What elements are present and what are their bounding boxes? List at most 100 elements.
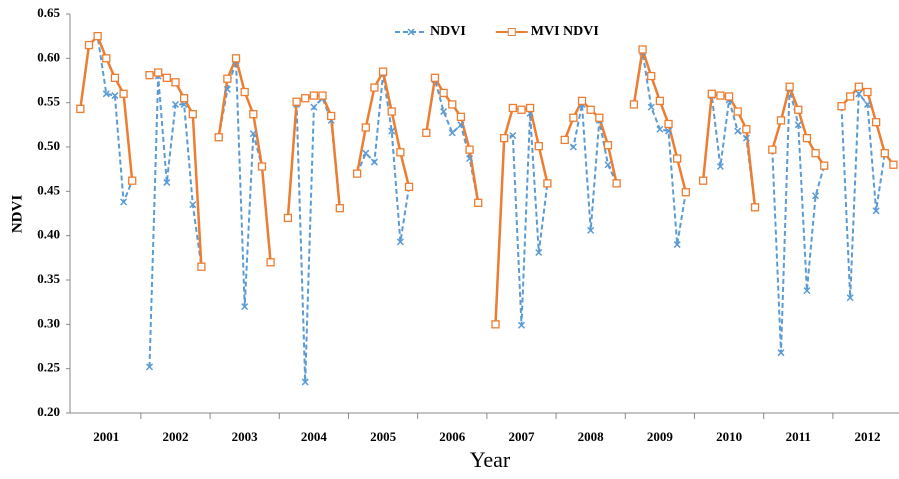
point-marker xyxy=(422,128,431,137)
point-marker xyxy=(318,91,327,100)
point-marker xyxy=(777,349,785,357)
point-marker xyxy=(197,262,206,271)
point-marker xyxy=(171,100,180,108)
x-tick-label: 2010 xyxy=(716,429,742,444)
x-tick-label: 2011 xyxy=(786,429,811,444)
x-tick-label: 2007 xyxy=(508,429,535,444)
point-marker xyxy=(664,119,673,129)
y-tick-label: 0.65 xyxy=(37,5,60,20)
point-marker xyxy=(223,85,231,93)
legend-label: NDVI xyxy=(430,24,466,39)
point-marker xyxy=(863,87,872,97)
point-marker xyxy=(638,45,647,54)
point-marker xyxy=(387,107,396,116)
point-marker xyxy=(430,73,440,82)
point-marker xyxy=(569,113,578,122)
point-marker xyxy=(837,102,846,111)
point-marker xyxy=(93,32,102,41)
point-marker xyxy=(629,100,639,109)
point-marker xyxy=(474,198,483,208)
point-marker xyxy=(283,213,293,223)
y-tick-label: 0.55 xyxy=(37,94,60,109)
point-marker xyxy=(396,148,405,157)
point-marker xyxy=(707,89,716,98)
point-marker xyxy=(785,82,794,91)
point-marker xyxy=(214,133,223,142)
legend-label: MVI NDVI xyxy=(531,24,599,39)
point-marker xyxy=(716,91,725,100)
point-marker xyxy=(698,176,708,185)
point-marker xyxy=(724,92,734,101)
point-marker xyxy=(266,258,275,267)
point-marker xyxy=(846,294,854,302)
point-marker xyxy=(102,90,110,98)
y-tick-label: 0.60 xyxy=(37,49,60,64)
point-marker xyxy=(120,198,128,206)
y-axis-label: NDVI xyxy=(9,195,25,233)
point-marker xyxy=(231,54,241,63)
point-marker xyxy=(301,94,310,103)
point-marker xyxy=(500,133,509,143)
point-marker xyxy=(223,74,232,83)
point-marker xyxy=(655,96,665,106)
point-marker xyxy=(569,143,577,151)
point-marker xyxy=(171,78,180,87)
point-marker xyxy=(309,91,319,100)
point-marker xyxy=(509,131,517,140)
y-tick-label: 0.30 xyxy=(37,315,60,330)
point-marker xyxy=(673,241,681,249)
point-marker xyxy=(249,110,258,119)
x-tick-label: 2012 xyxy=(854,429,880,444)
point-marker xyxy=(352,169,362,178)
point-marker xyxy=(388,127,396,135)
point-marker xyxy=(802,133,812,143)
point-marker xyxy=(257,162,267,171)
legend-marker xyxy=(407,28,415,36)
point-marker xyxy=(517,105,526,114)
point-marker xyxy=(768,145,777,154)
point-marker xyxy=(179,94,189,103)
point-marker xyxy=(846,92,855,101)
y-tick-label: 0.20 xyxy=(37,404,60,419)
point-marker xyxy=(102,54,111,63)
point-marker xyxy=(335,204,344,213)
x-tick-label: 2004 xyxy=(301,429,328,444)
point-marker xyxy=(534,141,543,151)
y-tick-label: 0.50 xyxy=(37,138,60,153)
point-marker xyxy=(560,135,569,145)
point-marker xyxy=(595,113,604,122)
point-marker xyxy=(664,127,673,135)
point-marker xyxy=(647,71,656,81)
legend-marker xyxy=(507,28,516,36)
x-tick-label: 2005 xyxy=(370,429,397,444)
point-marker xyxy=(466,154,474,163)
point-marker xyxy=(240,87,249,97)
point-marker xyxy=(84,40,94,50)
point-marker xyxy=(889,160,898,169)
point-marker xyxy=(794,121,802,129)
point-marker xyxy=(154,68,163,77)
point-marker xyxy=(733,107,742,116)
point-marker xyxy=(448,100,457,109)
point-marker xyxy=(812,192,820,200)
point-marker xyxy=(872,207,880,215)
x-tick-label: 2001 xyxy=(93,429,119,444)
x-tick-label: 2003 xyxy=(232,429,259,444)
point-marker xyxy=(508,103,517,113)
point-marker xyxy=(803,287,811,295)
point-marker xyxy=(396,238,404,246)
x-tick-label: 2009 xyxy=(647,429,674,444)
series-line xyxy=(79,34,895,383)
point-marker xyxy=(249,130,257,138)
point-marker xyxy=(111,92,119,100)
point-marker xyxy=(742,125,751,134)
point-marker xyxy=(811,149,820,158)
point-marker xyxy=(855,90,863,98)
point-marker xyxy=(750,203,760,212)
point-marker xyxy=(162,73,171,82)
point-marker xyxy=(465,145,474,154)
point-marker xyxy=(362,149,370,157)
point-marker xyxy=(794,105,803,114)
